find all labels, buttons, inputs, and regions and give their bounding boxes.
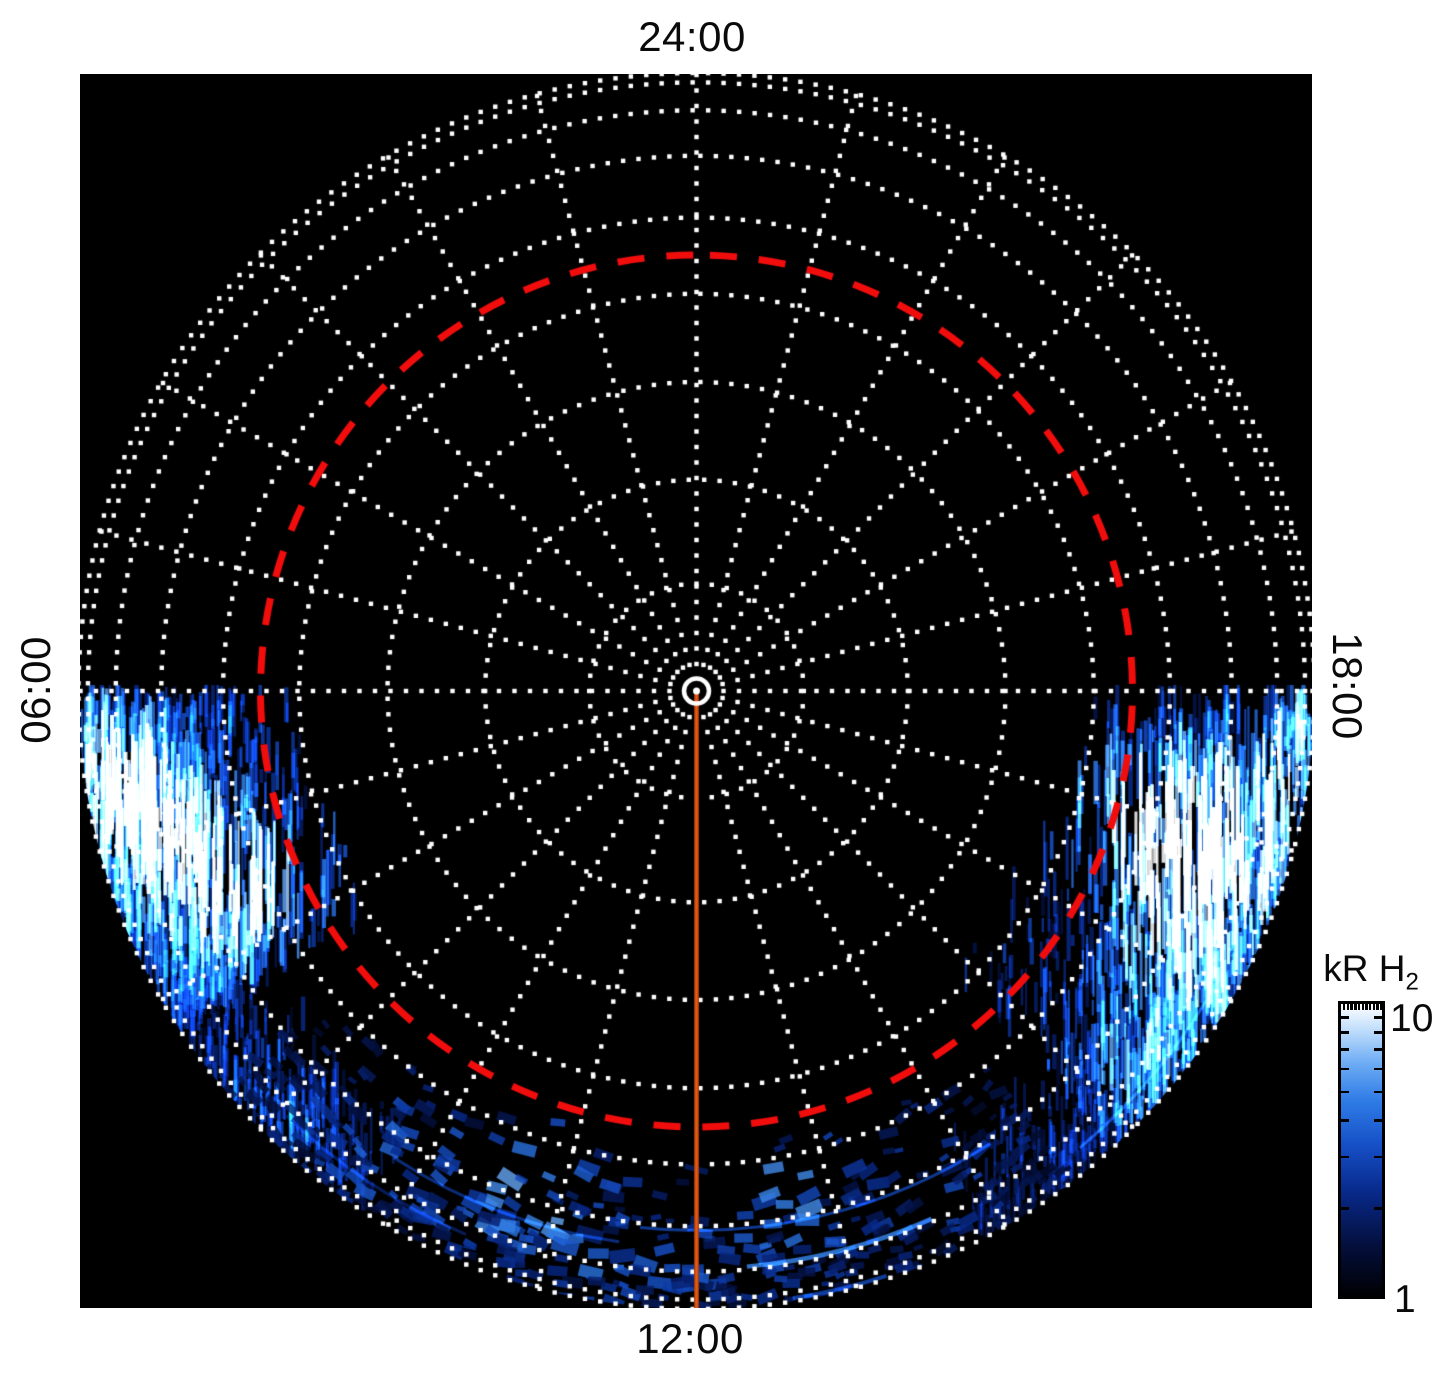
colorbar-minor-tick: [1374, 1155, 1382, 1159]
polar-plot-area: [80, 74, 1312, 1308]
colorbar-gradient: [1338, 1001, 1385, 1299]
colorbar-minor-tick: [1341, 1119, 1349, 1122]
colorbar-minor-tick: [1341, 1155, 1349, 1159]
colorbar-minor-tick: [1374, 1207, 1382, 1210]
aurora-polar-canvas: [80, 74, 1312, 1308]
colorbar-hatch-tick: [1354, 1004, 1357, 1010]
colorbar-title-main: kR H: [1323, 948, 1406, 989]
local-time-label-1800: 18:00: [1324, 632, 1371, 740]
colorbar-min-label: 1: [1394, 1278, 1416, 1321]
colorbar-hatch-tick: [1380, 1004, 1383, 1010]
colorbar-hatch-tick: [1365, 1004, 1368, 1010]
colorbar-hatch-tick: [1372, 1004, 1376, 1010]
colorbar-minor-tick: [1374, 1031, 1382, 1034]
colorbar-hatch-tick: [1350, 1004, 1353, 1010]
colorbar-minor-tick: [1341, 1067, 1349, 1071]
colorbar-hatch-tick: [1357, 1004, 1361, 1010]
colorbar-title: kR H2: [1323, 948, 1419, 994]
colorbar-hatch-tick: [1368, 1004, 1372, 1010]
colorbar-title-subscript: 2: [1405, 968, 1419, 996]
colorbar-hatch-tick: [1346, 1004, 1350, 1010]
local-time-label-1200: 12:00: [636, 1315, 744, 1362]
colorbar-minor-tick: [1374, 1048, 1382, 1051]
colorbar-minor-tick: [1341, 1016, 1349, 1019]
local-time-label-2400: 24:00: [638, 13, 746, 60]
colorbar-minor-tick: [1341, 1090, 1349, 1094]
colorbar-minor-tick: [1374, 1016, 1382, 1019]
colorbar-hatch-tick: [1361, 1004, 1364, 1010]
colorbar-minor-tick: [1374, 1119, 1382, 1122]
colorbar-max-label: 10: [1390, 997, 1434, 1040]
local-time-label-0600: 06:00: [12, 636, 59, 744]
colorbar-minor-tick: [1341, 1048, 1349, 1051]
colorbar-hatch-tick: [1342, 1004, 1346, 1010]
colorbar-minor-tick: [1374, 1067, 1382, 1071]
colorbar-hatch-tick: [1376, 1004, 1379, 1010]
colorbar-minor-tick: [1341, 1207, 1349, 1210]
colorbar-minor-tick: [1374, 1090, 1382, 1094]
colorbar-minor-tick: [1341, 1031, 1349, 1034]
